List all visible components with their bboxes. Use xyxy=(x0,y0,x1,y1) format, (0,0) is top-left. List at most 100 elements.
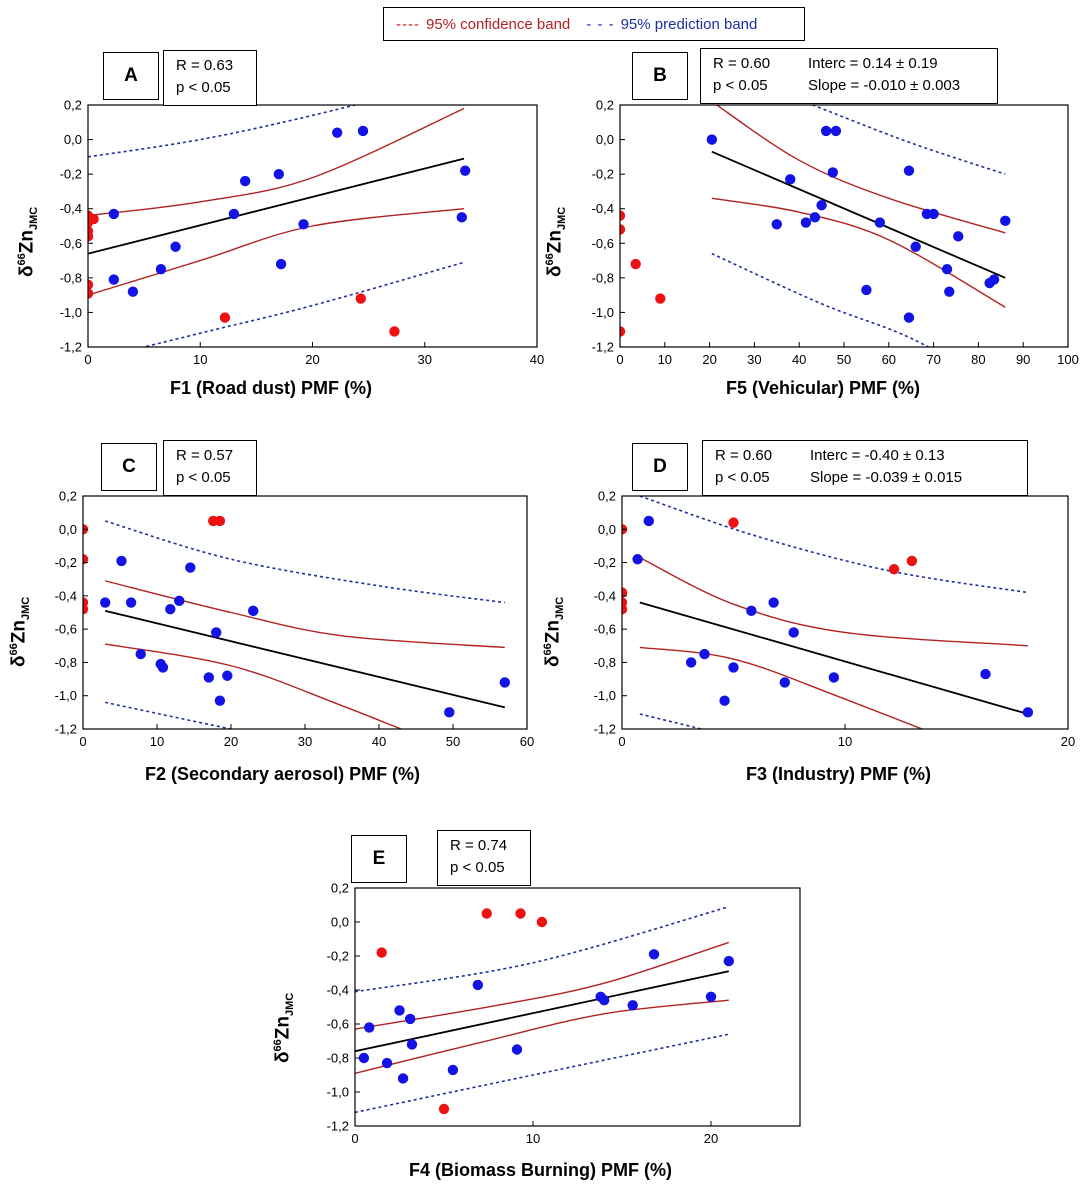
data-point-blue xyxy=(239,175,251,187)
x-tick-label: 20 xyxy=(224,734,238,749)
data-point-red xyxy=(728,517,739,528)
data-point-blue xyxy=(248,605,259,617)
data-point-red xyxy=(515,908,526,919)
y-sub: JMC xyxy=(284,992,297,1016)
x-tick-label: 0 xyxy=(616,352,623,367)
confidence-band-upper xyxy=(88,107,465,217)
y-tick-label: -1,2 xyxy=(327,1119,349,1134)
x-tick-label: 40 xyxy=(372,734,386,749)
data-point-blue xyxy=(941,264,953,275)
confidence-band-lower xyxy=(639,646,925,729)
data-point-blue xyxy=(174,595,185,607)
x-tick-label: 50 xyxy=(446,734,460,749)
x-tick-label: 60 xyxy=(520,734,534,749)
y-tick-label: -0,4 xyxy=(594,588,616,603)
legend-confidence-label: 95% confidence band xyxy=(425,15,571,33)
data-point-blue xyxy=(928,208,939,220)
data-point-blue xyxy=(874,217,886,228)
plot-area xyxy=(355,905,734,1115)
y-tick-label: 0,0 xyxy=(331,915,349,930)
y-tick-label: -1,2 xyxy=(55,722,77,737)
plot-area xyxy=(88,105,471,347)
data-point-blue xyxy=(1022,707,1034,718)
confidence-dash-icon: ---- xyxy=(396,15,420,33)
data-point-blue xyxy=(903,165,915,176)
data-point-red xyxy=(888,564,900,575)
x-tick-label: 10 xyxy=(150,734,164,749)
x-tick-label: 10 xyxy=(658,352,672,367)
plot-frame xyxy=(354,887,801,1127)
data-point-red xyxy=(389,326,400,337)
stat-r: R = 0.74 xyxy=(450,837,508,854)
stat-r: R = 0.60 xyxy=(713,55,771,72)
y-tick-label: -1,2 xyxy=(592,340,614,355)
stat-p: p < 0.05 xyxy=(176,469,231,486)
data-point-blue xyxy=(331,127,343,138)
y-tick-label: 0,0 xyxy=(596,132,614,147)
x-axis-title-c: F2 (Secondary aerosol) PMF (%) xyxy=(145,764,421,784)
data-point-blue xyxy=(827,167,838,178)
data-point-blue xyxy=(719,695,730,706)
stat-slope: Slope = -0.039 ± 0.015 xyxy=(810,469,963,486)
x-tick-label: 30 xyxy=(418,352,432,367)
stats-box-a: R = 0.63 p < 0.05 xyxy=(163,50,257,106)
regression-line xyxy=(355,970,729,1053)
legend-prediction: - - - 95% prediction band xyxy=(586,16,757,33)
y-tick-label: -0,2 xyxy=(55,555,77,570)
x-tick-label: 0 xyxy=(618,734,625,749)
stat-r: R = 0.63 xyxy=(176,57,234,74)
y-tick-label: -0,8 xyxy=(60,270,82,285)
data-point-blue xyxy=(706,134,718,145)
data-point-blue xyxy=(599,995,610,1006)
data-point-blue xyxy=(800,217,812,228)
prediction-band-lower xyxy=(711,252,931,347)
data-point-blue xyxy=(953,231,964,242)
data-point-blue xyxy=(165,603,176,615)
data-point-red xyxy=(620,326,626,337)
confidence-band-lower xyxy=(711,197,1006,308)
data-point-red xyxy=(438,1103,450,1115)
stats-box-d: R = 0.60 Interc = -0.40 ± 0.13 p < 0.05 Sl… xyxy=(702,440,1028,496)
data-point-blue xyxy=(771,219,782,230)
data-point-blue xyxy=(705,991,717,1002)
stat-r: R = 0.60 xyxy=(715,447,773,464)
confidence-band-upper xyxy=(639,556,1028,647)
y-axis-title-e: δ66ZnJMC xyxy=(272,993,296,1063)
data-point-blue xyxy=(779,677,790,688)
x-axis-title-e: F4 (Biomass Burning) PMF (%) xyxy=(409,1160,673,1180)
data-point-red xyxy=(88,231,94,242)
data-point-blue xyxy=(211,627,222,638)
data-point-blue xyxy=(222,670,233,681)
confidence-band-lower xyxy=(105,643,404,729)
y-tick-label: -0,4 xyxy=(55,588,77,603)
y-tick-label: -1,0 xyxy=(60,305,82,320)
data-point-blue xyxy=(108,208,120,220)
plot-area xyxy=(622,496,1034,729)
y-tick-label: -0,8 xyxy=(594,655,616,670)
y-tick-label: -0,6 xyxy=(60,236,82,251)
data-point-blue xyxy=(472,979,484,991)
data-point-red xyxy=(655,293,666,304)
data-point-blue xyxy=(988,274,1000,285)
y-mass: 66 xyxy=(272,1039,284,1052)
data-point-blue xyxy=(685,657,697,668)
data-point-red xyxy=(620,210,626,221)
stat-interc: Interc = 0.14 ± 0.19 xyxy=(808,55,938,72)
x-tick-label: 30 xyxy=(747,352,761,367)
x-tick-label: 20 xyxy=(704,1131,718,1146)
x-tick-label: 100 xyxy=(1057,352,1079,367)
stat-slope: Slope = -0.010 ± 0.003 xyxy=(808,77,961,94)
data-point-red xyxy=(214,515,226,527)
data-point-blue xyxy=(648,949,660,960)
x-tick-label: 90 xyxy=(1016,352,1030,367)
data-point-blue xyxy=(903,312,915,323)
data-point-blue xyxy=(135,648,146,660)
data-point-red xyxy=(536,916,548,928)
data-point-blue xyxy=(394,1005,405,1016)
data-point-blue xyxy=(127,286,139,297)
y-tick-label: -0,6 xyxy=(592,236,614,251)
data-point-red xyxy=(355,293,366,304)
y-tick-label: 0,0 xyxy=(59,522,77,537)
